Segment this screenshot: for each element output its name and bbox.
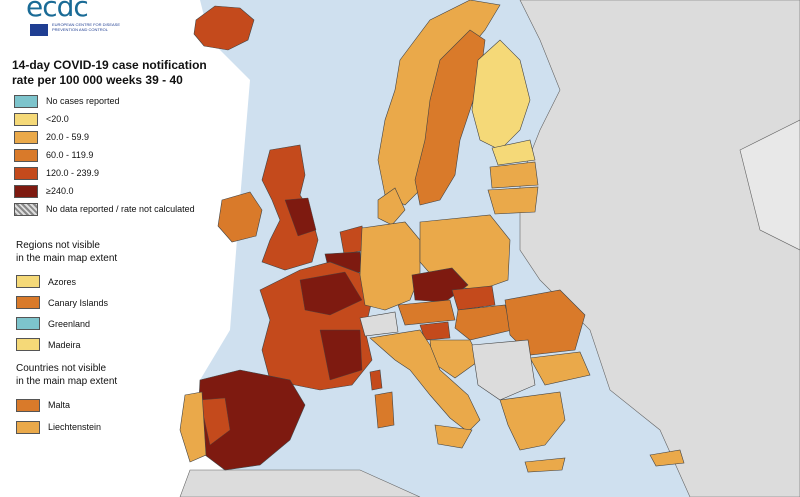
crete: [524, 457, 566, 473]
legend-swatch: [14, 184, 38, 198]
legend-item: 60.0 - 119.9: [14, 146, 224, 164]
latvia: [489, 161, 539, 189]
western-balkans: [471, 339, 536, 401]
region-swatch: [16, 275, 40, 288]
countries-heading-line1: Countries not visible: [16, 363, 107, 374]
region-item: Canary Islands: [16, 292, 216, 313]
france-south-region: [319, 329, 363, 381]
finland: [471, 39, 531, 151]
region-label: Azores: [48, 276, 77, 287]
region-label: Greenland: [48, 318, 91, 329]
region-item: Azores: [16, 271, 216, 292]
rate-legend: No cases reported <20.0 20.0 - 59.9 60.0…: [14, 92, 224, 218]
france-paris-region: [299, 271, 363, 316]
portugal: [179, 391, 207, 463]
corsica: [369, 369, 383, 391]
countries-not-visible-legend: Countries not visible in the main map ex…: [16, 362, 216, 438]
logo-wordmark: ecdc: [26, 0, 89, 23]
spain-galicia-region: [199, 397, 231, 446]
estonia: [491, 139, 536, 166]
map-title-line1: 14-day COVID-19 case notification: [12, 58, 207, 72]
regions-heading-line1: Regions not visible: [16, 240, 100, 251]
legend-label: <20.0: [46, 114, 69, 124]
bulgaria: [529, 351, 591, 386]
country-swatch: [16, 420, 40, 434]
legend-swatch: [14, 166, 38, 180]
region-label: Canary Islands: [48, 297, 109, 308]
countries-heading-line2: in the main map extent: [16, 376, 118, 387]
region-swatch: [16, 296, 40, 309]
ecdc-logo: ecdc EUROPEAN CENTRE FOR DISEASE PREVENT…: [14, 0, 134, 42]
legend-swatch: [14, 94, 38, 108]
sicily: [434, 424, 473, 449]
legend-panel-background: [0, 0, 250, 497]
iceland: [193, 5, 255, 51]
legend-label: 120.0 - 239.9: [46, 168, 100, 178]
legend-label: 20.0 - 59.9: [46, 132, 90, 142]
legend-swatch: [14, 112, 38, 126]
switzerland: [359, 311, 399, 337]
greece: [499, 391, 566, 451]
legend-label: ≥240.0: [46, 186, 74, 196]
legend-label: No data reported / rate not calculated: [46, 204, 195, 214]
map-title-line2: rate per 100 000 weeks 39 - 40: [12, 73, 183, 87]
north-africa-land: [179, 469, 421, 497]
lithuania: [487, 186, 539, 215]
sweden: [414, 29, 486, 206]
austria: [397, 299, 456, 326]
region-item: Greenland: [16, 313, 216, 334]
legend-item: <20.0: [14, 110, 224, 128]
legend-item: ≥240.0: [14, 182, 224, 200]
sardinia: [374, 391, 395, 429]
region-item: Madeira: [16, 334, 216, 355]
country-label: Liechtenstein: [48, 422, 102, 432]
country-swatch: [16, 398, 40, 412]
eu-flag-icon: [30, 24, 48, 36]
legend-item: 120.0 - 239.9: [14, 164, 224, 182]
regions-heading-line2: in the main map extent: [16, 253, 118, 264]
region-swatch: [16, 317, 40, 330]
legend-swatch: [14, 148, 38, 162]
country-item: Malta: [16, 394, 216, 416]
legend-swatch-hatched: [14, 202, 38, 216]
country-label: Malta: [48, 400, 71, 410]
map-title: 14-day COVID-19 case notification rate p…: [12, 58, 252, 88]
cyprus: [649, 449, 685, 467]
legend-label: 60.0 - 119.9: [46, 150, 94, 160]
germany: [359, 221, 421, 311]
legend-item: 20.0 - 59.9: [14, 128, 224, 146]
hungary: [454, 304, 513, 341]
italy: [369, 329, 481, 433]
romania: [504, 289, 586, 356]
legend-label: No cases reported: [46, 96, 120, 106]
non-eu-land-far-east: [739, 119, 800, 251]
legend-item: No data reported / rate not calculated: [14, 200, 224, 218]
legend-swatch: [14, 130, 38, 144]
country-item: Liechtenstein: [16, 416, 216, 438]
logo-subtitle: EUROPEAN CENTRE FOR DISEASE PREVENTION A…: [52, 22, 121, 32]
regions-not-visible-legend: Regions not visible in the main map exte…: [16, 239, 216, 355]
denmark: [377, 187, 406, 226]
legend-item: No cases reported: [14, 92, 224, 110]
ireland: [217, 191, 263, 243]
slovakia: [451, 285, 496, 311]
region-label: Madeira: [48, 339, 81, 350]
region-swatch: [16, 338, 40, 351]
uk-north-england: [284, 197, 317, 237]
